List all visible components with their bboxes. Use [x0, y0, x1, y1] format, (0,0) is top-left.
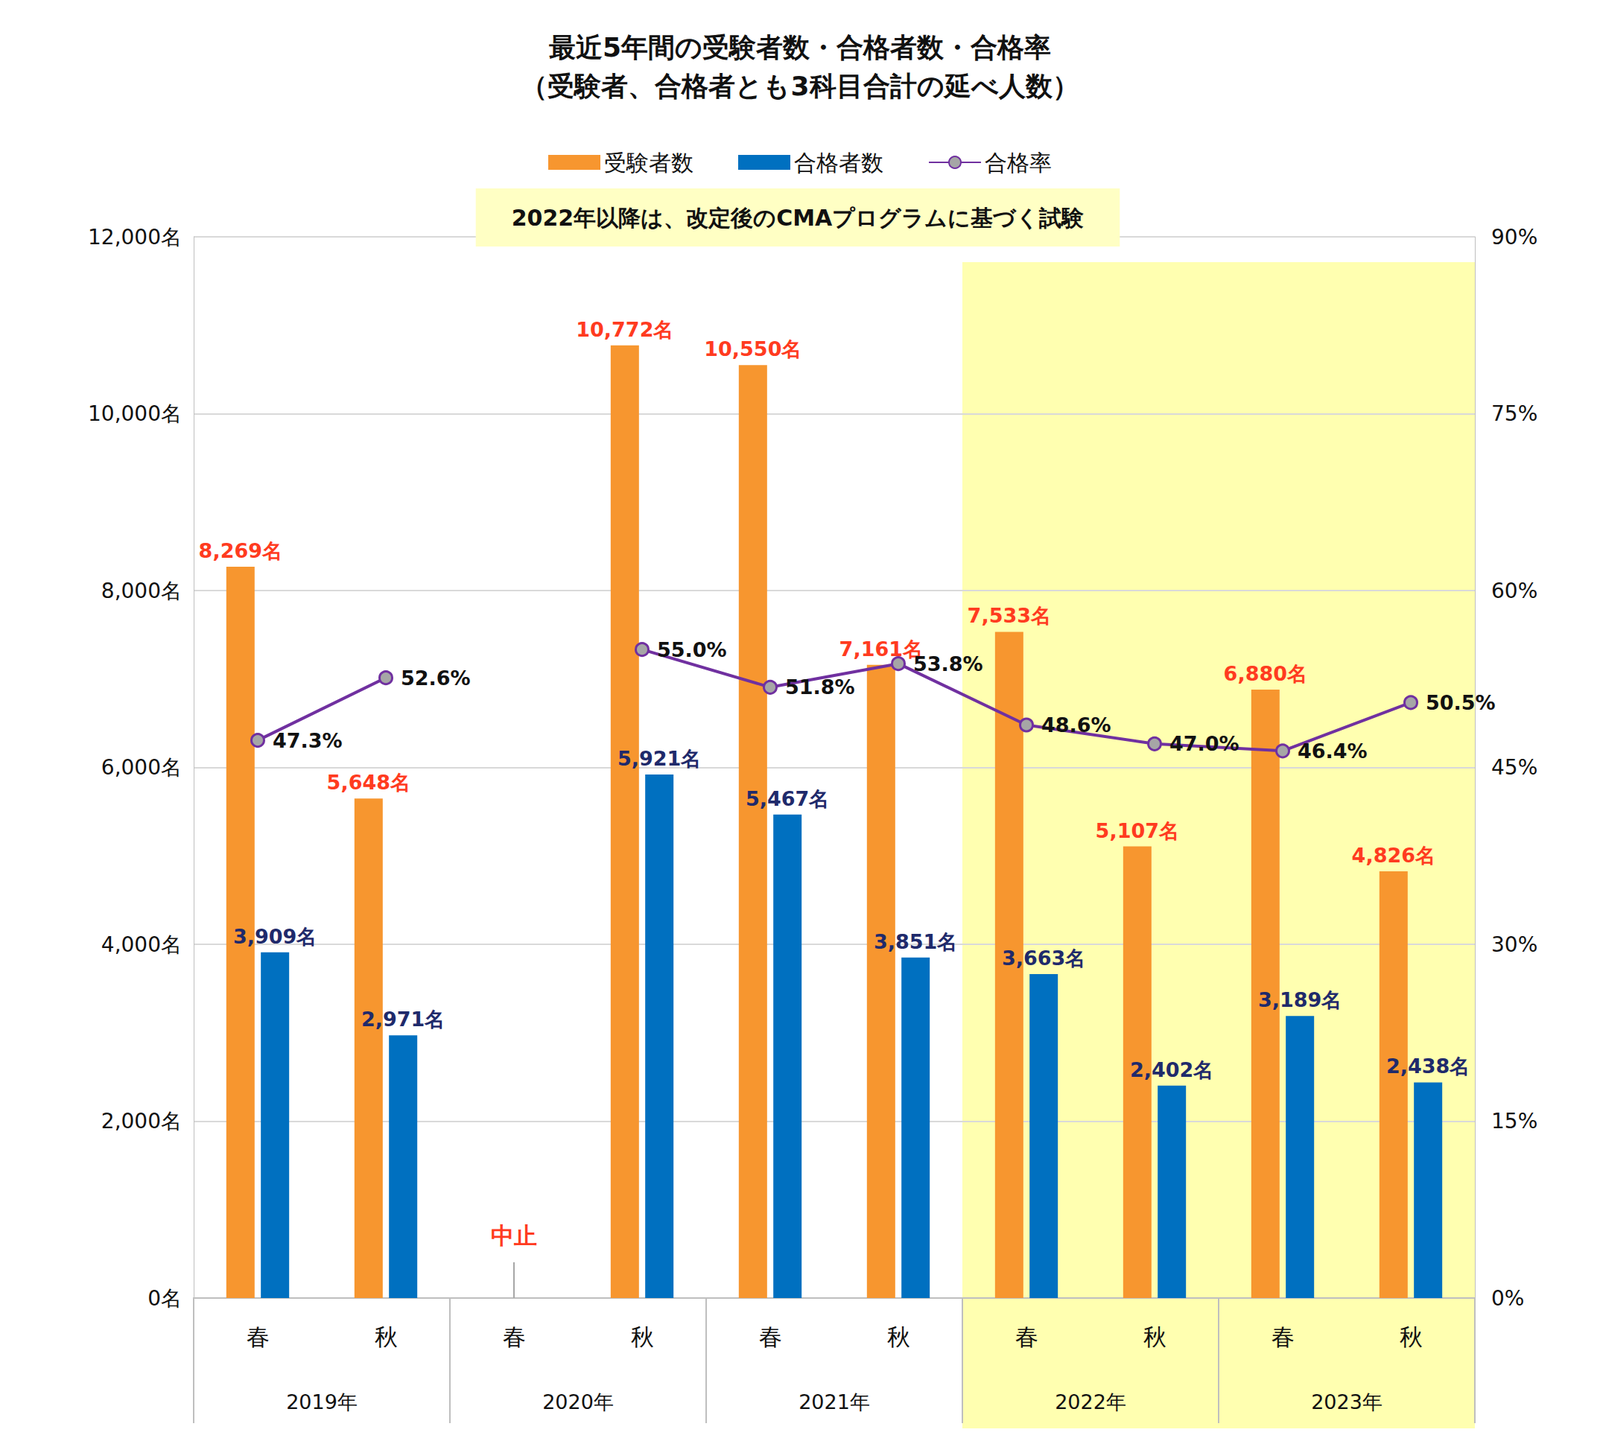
- svg-text:90%: 90%: [1491, 224, 1538, 250]
- svg-text:3,663名: 3,663名: [1001, 946, 1086, 970]
- svg-text:8,269名: 8,269名: [198, 539, 283, 563]
- svg-text:2022年: 2022年: [1054, 1390, 1127, 1414]
- svg-text:50.5%: 50.5%: [1425, 691, 1496, 715]
- svg-text:4,000名: 4,000名: [101, 932, 182, 958]
- svg-text:2,402名: 2,402名: [1129, 1058, 1214, 1082]
- svg-text:7,533名: 7,533名: [967, 604, 1052, 628]
- svg-text:52.6%: 52.6%: [400, 666, 471, 690]
- svg-text:2023年: 2023年: [1310, 1390, 1383, 1414]
- svg-text:55.0%: 55.0%: [656, 638, 728, 662]
- svg-text:0名: 0名: [147, 1286, 182, 1311]
- svg-text:2021年: 2021年: [798, 1390, 871, 1414]
- svg-text:受験者数: 受験者数: [604, 149, 694, 176]
- svg-text:秋: 秋: [887, 1323, 911, 1351]
- svg-text:秋: 秋: [374, 1323, 398, 1351]
- svg-text:（受験者、合格者とも3科目合計の延べ人数）: （受験者、合格者とも3科目合計の延べ人数）: [520, 70, 1079, 102]
- svg-text:46.4%: 46.4%: [1297, 739, 1368, 763]
- svg-text:秋: 秋: [1143, 1323, 1167, 1351]
- svg-text:30%: 30%: [1491, 932, 1538, 958]
- svg-text:春: 春: [759, 1323, 783, 1351]
- svg-text:5,467名: 5,467名: [745, 787, 830, 811]
- svg-text:6,880名: 6,880名: [1223, 662, 1308, 686]
- svg-text:秋: 秋: [630, 1323, 655, 1351]
- svg-text:3,909名: 3,909名: [233, 925, 317, 949]
- svg-text:4,826名: 4,826名: [1351, 843, 1436, 868]
- svg-text:最近5年間の受験者数・合格者数・合格率: 最近5年間の受験者数・合格者数・合格率: [548, 32, 1052, 63]
- svg-text:2,971名: 2,971名: [361, 1007, 445, 1031]
- svg-text:47.0%: 47.0%: [1169, 732, 1240, 756]
- svg-text:75%: 75%: [1491, 401, 1538, 427]
- svg-text:3,189名: 3,189名: [1258, 988, 1342, 1012]
- svg-text:8,000名: 8,000名: [101, 578, 182, 604]
- svg-text:秋: 秋: [1399, 1323, 1423, 1351]
- svg-text:春: 春: [502, 1323, 526, 1351]
- svg-text:5,921名: 5,921名: [617, 747, 701, 771]
- svg-text:10,550名: 10,550名: [703, 337, 802, 361]
- svg-text:2020年: 2020年: [542, 1390, 614, 1414]
- svg-text:5,648名: 5,648名: [327, 770, 411, 795]
- svg-text:12,000名: 12,000名: [87, 224, 182, 250]
- svg-text:5,107名: 5,107名: [1095, 819, 1180, 843]
- svg-text:3,851名: 3,851名: [873, 930, 958, 954]
- svg-text:48.6%: 48.6%: [1041, 713, 1112, 737]
- svg-text:2,000名: 2,000名: [101, 1109, 182, 1134]
- svg-text:中止: 中止: [490, 1222, 538, 1250]
- svg-text:10,772名: 10,772名: [575, 318, 674, 342]
- svg-text:51.8%: 51.8%: [785, 675, 856, 699]
- svg-text:2019年: 2019年: [286, 1390, 358, 1414]
- svg-text:60%: 60%: [1491, 578, 1538, 604]
- svg-text:7,161名: 7,161名: [839, 637, 923, 661]
- svg-text:53.8%: 53.8%: [913, 652, 984, 676]
- svg-text:0%: 0%: [1491, 1286, 1525, 1311]
- svg-text:6,000名: 6,000名: [101, 755, 182, 780]
- svg-text:45%: 45%: [1491, 755, 1538, 780]
- svg-text:春: 春: [1015, 1323, 1039, 1351]
- svg-text:合格率: 合格率: [984, 149, 1052, 176]
- svg-text:2022年以降は、改定後のCMAプログラムに基づく試験: 2022年以降は、改定後のCMAプログラムに基づく試験: [511, 204, 1085, 231]
- svg-text:合格者数: 合格者数: [794, 149, 884, 176]
- svg-text:2,438名: 2,438名: [1386, 1054, 1470, 1078]
- svg-text:10,000名: 10,000名: [87, 401, 182, 427]
- svg-text:15%: 15%: [1491, 1109, 1538, 1134]
- svg-text:春: 春: [246, 1323, 270, 1351]
- svg-text:春: 春: [1271, 1323, 1295, 1351]
- svg-text:47.3%: 47.3%: [272, 729, 343, 753]
